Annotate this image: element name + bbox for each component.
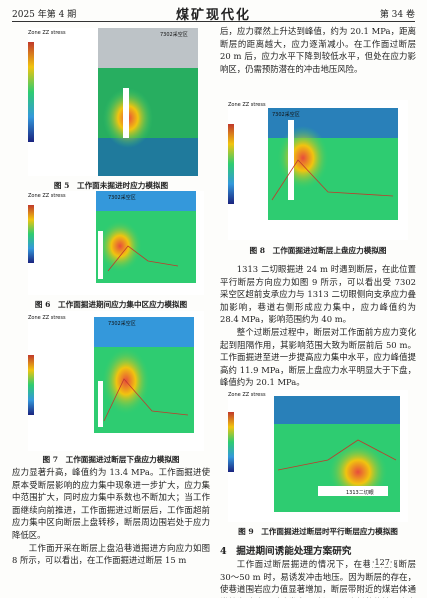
- header-rule: [12, 21, 415, 22]
- left-body: 应力显著升高，峰值约为 13.4 MPa。工作面掘进使原本受断层影响的应力集中现…: [12, 466, 210, 567]
- journal-title: 煤矿现代化: [175, 8, 251, 23]
- paragraph: 整个过断层过程中，断层对工作面前方应力变化起到阻隔作用，其影响范围大致为断层前后…: [220, 326, 416, 388]
- figure-label: 7302采空区: [108, 320, 136, 327]
- paragraph: 1313 二切眼掘进 24 m 时遇到断层，在此位置平行断层方向应力如图 9 所…: [220, 264, 416, 325]
- header-left: 2025 年第 4 期: [12, 10, 77, 20]
- figure-caption: 图 5 工作面未掘进时应力模拟图: [53, 181, 169, 190]
- figure-label: Zone ZZ stress: [228, 392, 266, 398]
- paragraph: 工作面开采在断层上盘沿巷道掘进方向应力如图 8 所示，可以看出，在工作面掘进过断…: [12, 542, 210, 566]
- figure-8: Zone ZZ stress 7302采空区: [228, 100, 408, 240]
- figure-label: Zone ZZ stress: [28, 30, 66, 36]
- figure-label: Zone ZZ stress: [228, 102, 266, 108]
- figure-caption: 图 7 工作面掘进过断层下盘应力模拟图: [42, 455, 180, 464]
- paragraph: 应力显著升高，峰值约为 13.4 MPa。工作面掘进使原本受断层影响的应力集中现…: [12, 467, 210, 540]
- figure-caption: 图 9 工作面掘进过断层时平行断层应力模拟图: [238, 527, 398, 536]
- figure-9: Zone ZZ stress 1313二切眼: [228, 390, 408, 522]
- figure-caption: 图 8 工作面掘进过断层上盘应力模拟图: [249, 246, 387, 255]
- figure-label: 7302采空区: [160, 31, 188, 38]
- page-number: ·127·: [370, 558, 395, 567]
- section-heading: 4 掘进期间诱能处理方案研究: [220, 546, 352, 557]
- figure-5: Zone ZZ stress 7302采空区: [28, 28, 198, 176]
- right-body-top: 后，应力骤然上升达到峰值，约为 20.1 MPa，距离断层的距离越大，应力逐渐减…: [220, 25, 416, 75]
- figure-7: Zone ZZ stress 7302采空区: [28, 311, 204, 451]
- figure-6: Zone ZZ stress 7302采空区: [28, 191, 204, 295]
- figure-label: 7302采空区: [272, 111, 300, 118]
- figure-caption: 图 6 工作面掘进期间应力集中区应力模拟图: [34, 300, 188, 309]
- right-body-middle: 1313 二切眼掘进 24 m 时遇到断层，在此位置平行断层方向应力如图 9 所…: [220, 263, 416, 389]
- paragraph: 工作面过断层掘进的情况下，在巷道距离断层 30～50 m 时，易诱发冲击地压。因…: [220, 559, 416, 598]
- figure-label: 7302采空区: [108, 194, 136, 201]
- figure-label: Zone ZZ stress: [28, 193, 66, 199]
- header-right: 第 34 卷: [379, 10, 415, 20]
- paragraph: 后，应力骤然上升达到峰值，约为 20.1 MPa，距离断层的距离越大，应力逐渐减…: [220, 26, 416, 74]
- right-body-bottom: 工作面过断层掘进的情况下，在巷道距离断层 30～50 m 时，易诱发冲击地压。因…: [220, 558, 416, 598]
- figure-label: Zone ZZ stress: [28, 315, 66, 321]
- figure-label: 1313二切眼: [346, 489, 374, 496]
